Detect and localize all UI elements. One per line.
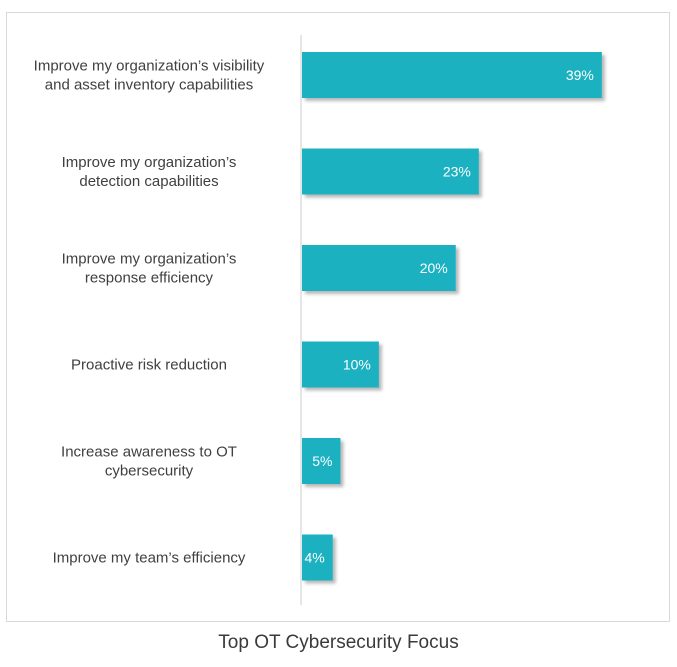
bar-value-label: 20% xyxy=(420,260,448,276)
category-label-line: Improve my organization’s visibility xyxy=(34,58,265,75)
category-label: Proactive risk reduction xyxy=(71,357,227,374)
category-label-line: response efficiency xyxy=(85,270,214,287)
category-label-line: Increase awareness to OT xyxy=(61,444,237,461)
bar-value-label: 5% xyxy=(312,453,332,469)
bar xyxy=(302,148,479,195)
bar xyxy=(302,245,456,291)
category-label-line: and asset inventory capabilities xyxy=(45,77,253,94)
category-label: Improve my organization’s detection capab… xyxy=(62,154,237,190)
bar xyxy=(302,52,602,98)
bar-value-label: 4% xyxy=(305,550,325,566)
bar xyxy=(302,534,333,581)
category-label-line: Proactive risk reduction xyxy=(71,357,227,374)
bar-value-label: 23% xyxy=(443,164,471,180)
bar-value-label: 39% xyxy=(566,67,594,83)
category-label-line: detection capabilities xyxy=(79,173,218,190)
category-label-line: Improve my organization’s xyxy=(62,154,237,171)
category-label-line: Improve my team’s efficiency xyxy=(53,550,246,567)
chart-caption: Top OT Cybersecurity Focus xyxy=(218,632,459,653)
bar xyxy=(302,438,341,484)
category-label: Improve my organization’s response effici… xyxy=(62,251,237,287)
category-label: Improve my team’s efficiency xyxy=(53,550,246,567)
chart-frame xyxy=(6,12,670,622)
category-label-line: Improve my organization’s xyxy=(62,251,237,268)
bar-value-label: 10% xyxy=(343,357,371,373)
category-label-line: cybersecurity xyxy=(105,463,194,480)
category-label: Improve my organization’s visibility and … xyxy=(34,58,265,94)
bar xyxy=(302,341,379,388)
category-label: Increase awareness to OT cybersecurity xyxy=(61,444,237,480)
